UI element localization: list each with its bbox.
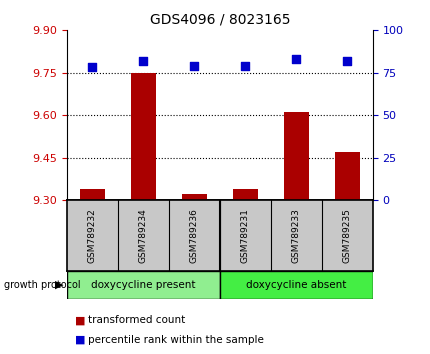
Bar xyxy=(219,271,372,299)
Text: GSM789231: GSM789231 xyxy=(240,208,249,263)
Bar xyxy=(232,189,258,200)
Text: GSM789235: GSM789235 xyxy=(342,208,351,263)
Point xyxy=(190,63,197,69)
Text: ■: ■ xyxy=(75,315,86,325)
Point xyxy=(89,65,95,70)
Point xyxy=(241,63,248,69)
Title: GDS4096 / 8023165: GDS4096 / 8023165 xyxy=(149,12,289,26)
Text: doxycycline absent: doxycycline absent xyxy=(246,280,346,290)
Text: GSM789232: GSM789232 xyxy=(88,208,97,263)
Text: growth protocol: growth protocol xyxy=(4,280,81,290)
Bar xyxy=(80,189,105,200)
Bar xyxy=(334,152,359,200)
Text: percentile rank within the sample: percentile rank within the sample xyxy=(88,335,264,345)
Bar xyxy=(181,194,206,200)
Bar xyxy=(130,73,156,200)
Text: transformed count: transformed count xyxy=(88,315,185,325)
Point xyxy=(139,58,146,63)
Point xyxy=(292,56,299,62)
Text: GSM789233: GSM789233 xyxy=(291,208,300,263)
Text: ■: ■ xyxy=(75,335,86,345)
Bar xyxy=(67,271,219,299)
Text: GSM789234: GSM789234 xyxy=(138,208,147,263)
Point xyxy=(343,58,350,63)
Text: ▶: ▶ xyxy=(55,280,64,290)
Text: doxycycline present: doxycycline present xyxy=(91,280,195,290)
Bar xyxy=(283,112,308,200)
Text: GSM789236: GSM789236 xyxy=(189,208,198,263)
